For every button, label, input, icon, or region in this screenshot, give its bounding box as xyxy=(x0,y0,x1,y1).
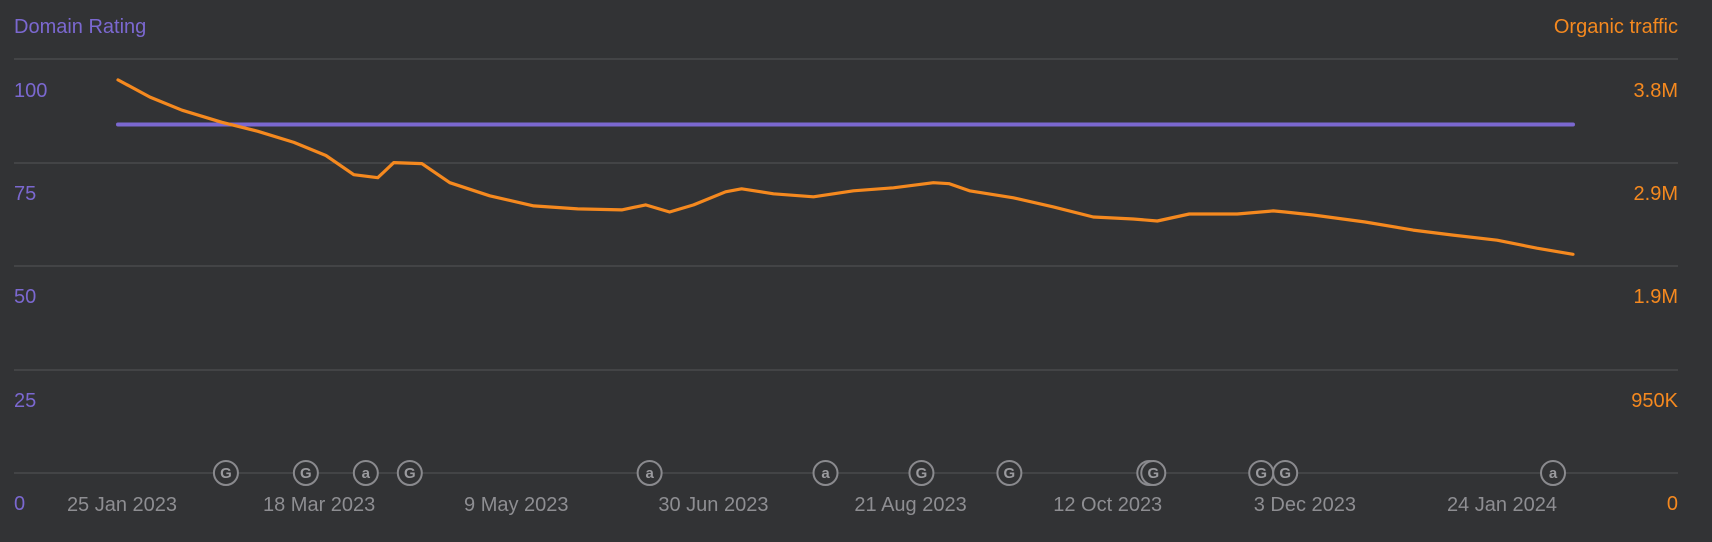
x-tick-label: 25 Jan 2023 xyxy=(67,494,177,516)
right-tick-label: 0 xyxy=(1667,493,1678,515)
google-update-marker[interactable]: G xyxy=(292,460,319,486)
annotation-markers: GGaGaaGGGGGGa xyxy=(212,460,1567,486)
x-tick-label: 21 Aug 2023 xyxy=(854,494,966,516)
left-tick-label: 75 xyxy=(14,183,36,205)
x-tick-label: 30 Jun 2023 xyxy=(658,494,768,516)
svg-text:G: G xyxy=(1279,465,1291,482)
x-tick-label: 18 Mar 2023 xyxy=(263,494,375,516)
svg-text:a: a xyxy=(821,465,830,482)
svg-text:a: a xyxy=(645,465,654,482)
organic-traffic-line[interactable] xyxy=(116,78,1575,256)
x-tick-label: 24 Jan 2024 xyxy=(1447,494,1557,516)
right-axis-title: Organic traffic xyxy=(1554,16,1678,38)
right-tick-label: 2.9M xyxy=(1634,183,1678,205)
ahrefs-annotation-marker[interactable]: a xyxy=(1540,460,1567,486)
series-layer xyxy=(116,78,1575,256)
right-axis-ticks: 0 950K 1.9M 2.9M 3.8M xyxy=(1631,80,1678,515)
google-update-marker[interactable]: G xyxy=(212,460,239,486)
x-tick-label: 9 May 2023 xyxy=(464,494,569,516)
svg-text:a: a xyxy=(1549,465,1558,482)
google-update-marker[interactable]: G xyxy=(1248,460,1275,486)
left-tick-label: 50 xyxy=(14,286,36,308)
google-update-marker[interactable]: G xyxy=(396,460,423,486)
left-tick-label: 100 xyxy=(14,80,47,102)
svg-text:G: G xyxy=(1255,465,1267,482)
left-axis-ticks: 0 25 50 75 100 xyxy=(14,80,47,515)
right-tick-label: 950K xyxy=(1631,390,1678,412)
svg-text:a: a xyxy=(362,465,371,482)
right-tick-label: 1.9M xyxy=(1634,286,1678,308)
left-axis-title: Domain Rating xyxy=(14,16,146,38)
svg-text:G: G xyxy=(300,465,312,482)
x-axis-ticks: 25 Jan 2023 18 Mar 2023 9 May 2023 30 Jun 2… xyxy=(67,494,1557,516)
google-update-marker[interactable]: G xyxy=(1140,460,1167,486)
google-update-marker[interactable]: G xyxy=(1272,460,1299,486)
svg-text:G: G xyxy=(1147,465,1159,482)
google-update-marker[interactable]: G xyxy=(996,460,1023,486)
ahrefs-annotation-marker[interactable]: a xyxy=(636,460,663,486)
grid-lines xyxy=(14,58,1678,474)
left-tick-label: 25 xyxy=(14,390,36,412)
svg-text:G: G xyxy=(1004,465,1016,482)
x-tick-label: 12 Oct 2023 xyxy=(1053,494,1162,516)
svg-text:G: G xyxy=(916,465,928,482)
ahrefs-annotation-marker[interactable]: a xyxy=(812,460,839,486)
svg-text:G: G xyxy=(220,465,232,482)
svg-text:G: G xyxy=(404,465,416,482)
google-update-marker[interactable]: G xyxy=(908,460,935,486)
x-tick-label: 3 Dec 2023 xyxy=(1254,494,1356,516)
left-tick-label: 0 xyxy=(14,493,25,515)
ahrefs-annotation-marker[interactable]: a xyxy=(352,460,379,486)
right-tick-label: 3.8M xyxy=(1634,80,1678,102)
